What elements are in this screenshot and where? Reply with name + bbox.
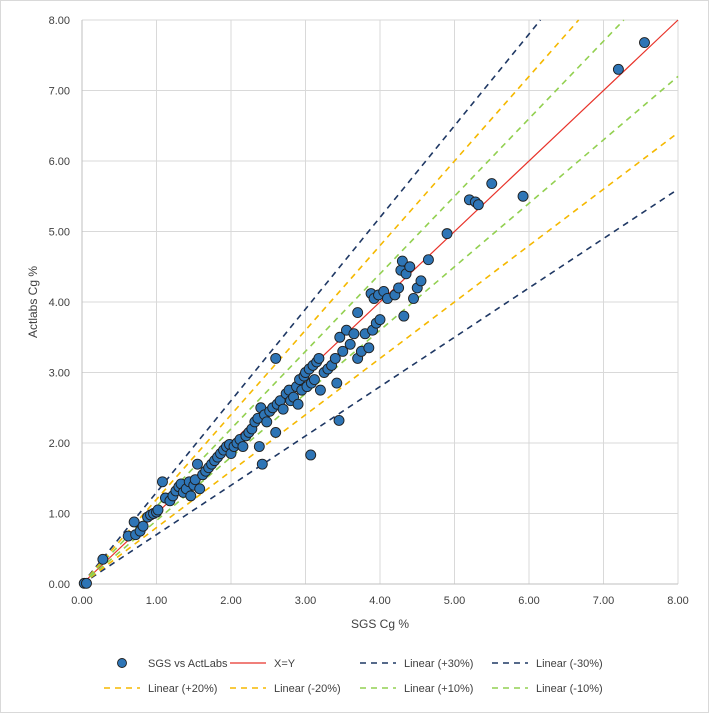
data-point: [185, 490, 197, 502]
legend-item: Linear (-30%): [492, 658, 603, 670]
legend-item: Linear (+30%): [360, 658, 473, 670]
data-point: [292, 398, 304, 410]
data-point: [194, 483, 206, 495]
data-point: [472, 199, 484, 211]
data-point: [81, 577, 92, 589]
line-linear-20: [81, 132, 679, 585]
y-tick-label: 0.00: [49, 579, 70, 591]
legend-item: Linear (-20%): [230, 683, 341, 695]
data-point: [337, 345, 349, 357]
line-linear-10: [81, 19, 625, 585]
y-tick-label: 6.00: [49, 156, 70, 168]
legend-label: X=Y: [274, 658, 296, 670]
x-tick-label: 2.00: [220, 595, 241, 607]
data-point: [334, 331, 346, 343]
x-tick-label: 0.00: [71, 595, 92, 607]
data-point: [189, 474, 201, 486]
y-tick-label: 5.00: [49, 227, 70, 239]
legend-item: SGS vs ActLabs: [117, 658, 228, 670]
line-linear-30: [81, 19, 542, 585]
y-tick-label: 2.00: [49, 438, 70, 450]
legend: SGS vs ActLabs X=Y Linear (+30%) Linear (-3…: [104, 658, 603, 695]
x-tick-label: 8.00: [667, 595, 688, 607]
y-tick-labels: 0.00 1.00 2.00 3.00 4.00 5.00 6.00 7.00 8.00: [49, 15, 70, 591]
data-point: [396, 255, 408, 267]
data-point: [261, 416, 273, 428]
data-point: [314, 384, 326, 396]
data-point: [363, 342, 375, 354]
data-point: [612, 63, 624, 75]
data-point: [305, 449, 317, 461]
data-point: [277, 403, 289, 415]
y-tick-label: 1.00: [49, 509, 70, 521]
data-point: [441, 228, 453, 240]
legend-marker: [117, 658, 127, 668]
x-tick-labels: 0.00 1.00 2.00 3.00 4.00 5.00 6.00 7.00 8.00: [71, 595, 688, 607]
y-tick-label: 7.00: [49, 86, 70, 98]
data-point: [344, 338, 356, 350]
data-point: [270, 352, 282, 364]
legend-label: Linear (-10%): [536, 683, 603, 695]
data-point: [256, 458, 268, 470]
data-point: [408, 293, 419, 304]
data-point: [486, 178, 498, 190]
data-point: [308, 374, 320, 385]
legend-label: Linear (-20%): [274, 683, 341, 695]
data-point: [517, 190, 529, 202]
data-point: [374, 314, 386, 326]
data-points: [78, 37, 650, 589]
legend-item: Linear (-10%): [492, 683, 603, 695]
legend-item: X=Y: [230, 658, 296, 670]
legend-label: Linear (+10%): [404, 683, 473, 695]
data-point: [352, 307, 364, 319]
x-axis-title: SGS Cg %: [351, 617, 409, 631]
x-tick-label: 3.00: [295, 595, 316, 607]
y-tick-label: 4.00: [49, 297, 70, 309]
data-point: [152, 504, 164, 516]
data-point: [97, 553, 109, 565]
legend-item: Linear (+20%): [104, 683, 217, 695]
data-point: [348, 328, 360, 340]
data-point: [270, 426, 282, 438]
data-point: [331, 377, 343, 389]
line-linear-30: [81, 188, 679, 585]
data-point: [253, 441, 265, 452]
x-tick-label: 5.00: [444, 595, 465, 607]
data-point: [157, 476, 168, 488]
line-linear-10: [81, 75, 679, 585]
legend-label: Linear (+30%): [404, 658, 473, 670]
legend-item: Linear (+10%): [360, 683, 473, 695]
x-tick-label: 6.00: [518, 595, 539, 607]
data-point: [398, 310, 410, 322]
data-point: [404, 261, 416, 273]
y-axis-title: Actlabs Cg %: [26, 266, 40, 338]
legend-label: Linear (-30%): [536, 658, 603, 670]
data-point: [237, 441, 249, 452]
data-point: [333, 414, 345, 426]
line-linear-20: [81, 19, 580, 585]
y-tick-label: 3.00: [49, 368, 70, 380]
y-tick-label: 8.00: [49, 15, 70, 27]
data-point: [422, 254, 434, 266]
data-point: [329, 352, 341, 364]
x-tick-label: 7.00: [593, 595, 614, 607]
data-point: [137, 520, 149, 532]
legend-label: Linear (+20%): [148, 683, 217, 695]
x-tick-label: 1.00: [146, 595, 167, 607]
legend-label: SGS vs ActLabs: [148, 658, 228, 670]
data-point: [128, 516, 140, 528]
data-point: [192, 458, 203, 470]
data-point: [415, 275, 427, 287]
x-tick-label: 4.00: [369, 595, 390, 607]
data-point: [313, 352, 325, 364]
data-point: [393, 282, 405, 294]
data-point: [639, 37, 650, 49]
